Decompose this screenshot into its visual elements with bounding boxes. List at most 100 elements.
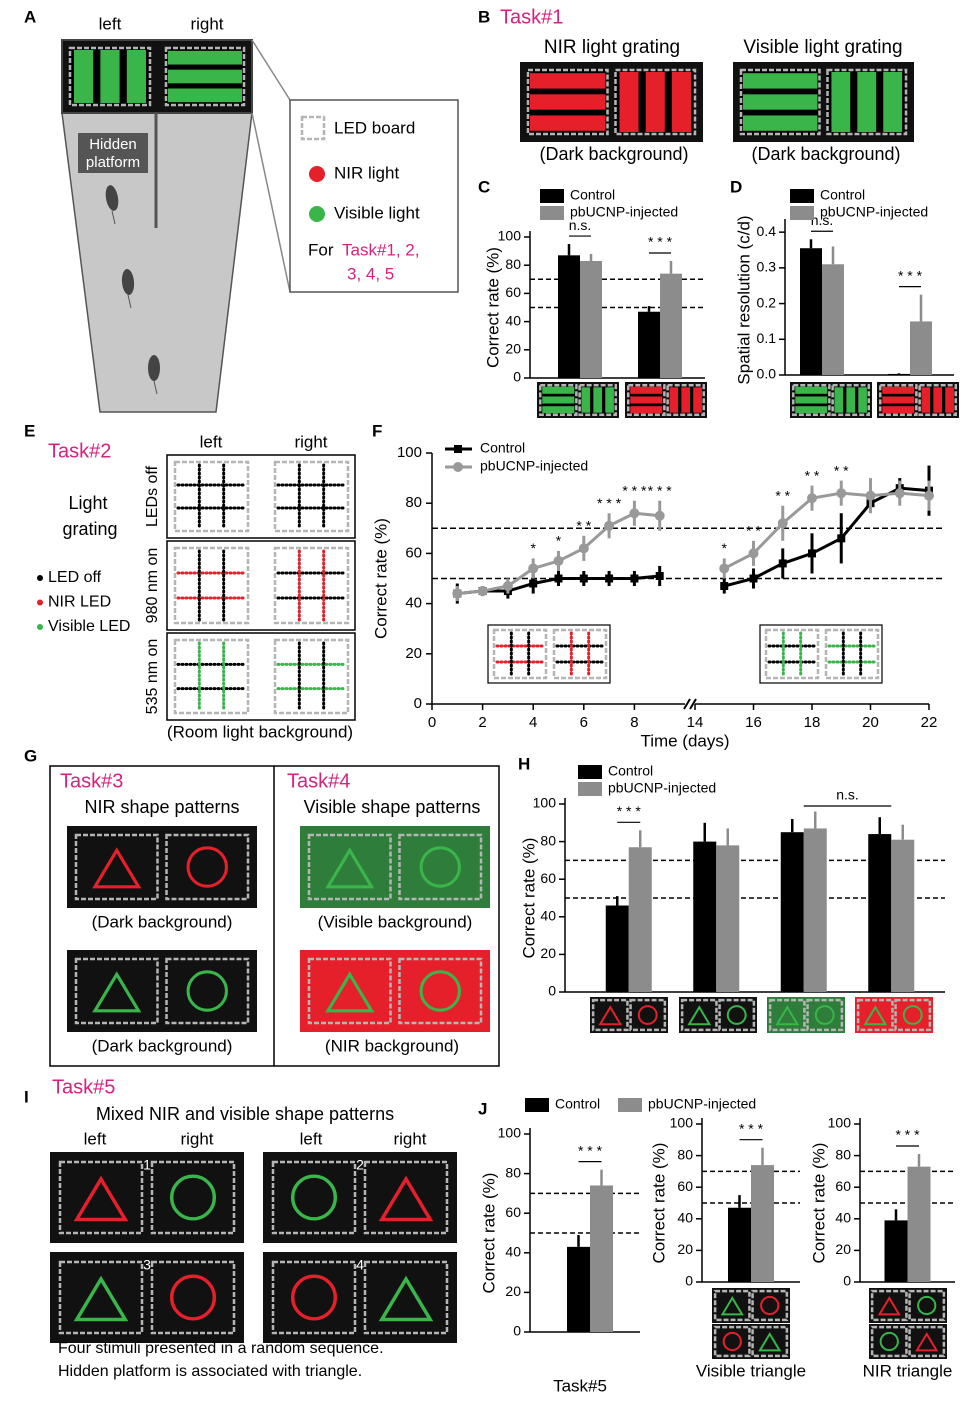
bar [605, 905, 629, 992]
marker [865, 490, 876, 501]
stripe [126, 50, 146, 103]
marker [529, 579, 538, 588]
stripe [605, 387, 614, 413]
stripe [882, 396, 915, 404]
label: Task#1 [500, 6, 563, 28]
label: NIR light [334, 163, 399, 182]
bar [590, 1185, 613, 1332]
label: Hidden [89, 136, 137, 153]
legend-swatch [790, 189, 814, 203]
y-tick-label: 0.4 [757, 223, 777, 239]
annotation: * * * [578, 1142, 603, 1158]
led-board [165, 833, 250, 901]
bar [628, 847, 652, 992]
label: Visible light [334, 203, 420, 222]
stimulus-bg [590, 997, 668, 1033]
marker [477, 586, 488, 597]
stripe [882, 406, 915, 414]
row-label: 535 nm on [144, 639, 161, 715]
legend-label: Control [570, 187, 615, 203]
circle [169, 1274, 217, 1321]
stimulus-bg [263, 1252, 457, 1343]
nir-dot [309, 166, 325, 182]
y-tick-label: 0 [414, 695, 422, 712]
label: (NIR background) [325, 1036, 459, 1055]
led-board [879, 384, 918, 416]
annotation: * * * [898, 267, 923, 283]
legend-swatch [790, 206, 814, 220]
stripe [743, 73, 818, 89]
annotation: * * * [622, 482, 647, 498]
circle [814, 1005, 835, 1025]
label: NIR light grating [544, 37, 680, 58]
stripe [681, 387, 691, 413]
led-board [739, 68, 821, 136]
marker [778, 559, 787, 568]
y-tick-label: 40 [505, 312, 521, 328]
led-board [680, 998, 718, 1032]
y-tick-label: 60 [540, 870, 556, 886]
x-tick-label: 20 [862, 714, 879, 731]
marker [629, 508, 640, 519]
x-axis-label: Task#5 [553, 1376, 607, 1395]
triangle [73, 1175, 129, 1222]
axis-break [689, 698, 697, 710]
x-tick-label: 0 [428, 714, 436, 731]
y-tick-label: 0 [548, 983, 556, 999]
label: LED off [48, 569, 102, 586]
y-tick-label: 0.0 [757, 366, 777, 382]
bar [716, 845, 740, 992]
led-board [918, 384, 957, 416]
led-board [271, 1160, 357, 1235]
y-tick-label: 20 [505, 341, 521, 357]
y-tick-label: 20 [405, 645, 422, 662]
y-tick-label: 80 [835, 1146, 851, 1162]
label: Four stimuli presented in a random seque… [58, 1340, 384, 1357]
annotation: * [556, 533, 562, 549]
legend-swatch [525, 1098, 549, 1112]
marker [654, 510, 665, 521]
stripe [645, 72, 665, 132]
y-tick-label: 100 [498, 1125, 522, 1141]
marker [748, 548, 759, 559]
legend-swatch [578, 765, 602, 779]
marker [719, 563, 730, 574]
axis-break [683, 698, 691, 710]
x-axis-label: Visible triangle [696, 1361, 806, 1380]
triangle [92, 971, 142, 1013]
label: NIR shape patterns [84, 797, 239, 817]
marker [836, 488, 847, 499]
marker [749, 574, 758, 583]
label: Task#2 [48, 440, 111, 462]
stripe [671, 72, 692, 132]
y-tick-label: 40 [677, 1210, 693, 1226]
annotation: * * [834, 462, 849, 478]
y-tick-label: 100 [670, 1115, 694, 1131]
label: Task#1, 2, [342, 240, 420, 259]
x-tick-label: 16 [745, 714, 762, 731]
label: (Room light background) [167, 722, 353, 741]
triangle [687, 1005, 712, 1026]
led-board [68, 46, 152, 107]
bar [822, 264, 844, 375]
stimulus-number: 4 [356, 1257, 364, 1273]
x-tick-label: 14 [687, 714, 704, 731]
legend-label: pbUCNP-injected [608, 780, 716, 796]
stripe [630, 396, 663, 404]
x-tick-label: 2 [478, 714, 486, 731]
stripe [593, 387, 603, 413]
legend-box [289, 99, 459, 293]
x-axis-label: NIR triangle [863, 1361, 953, 1380]
panel-letter: F [372, 421, 382, 440]
label: left [200, 432, 223, 451]
bar [910, 321, 932, 375]
bar [888, 373, 910, 375]
stripe [743, 115, 818, 131]
led-board [751, 1325, 789, 1358]
legend-swatch [618, 1098, 642, 1112]
hidden-platform [78, 133, 148, 173]
circle [169, 1174, 217, 1221]
circle [726, 1005, 747, 1025]
marker [655, 571, 664, 580]
